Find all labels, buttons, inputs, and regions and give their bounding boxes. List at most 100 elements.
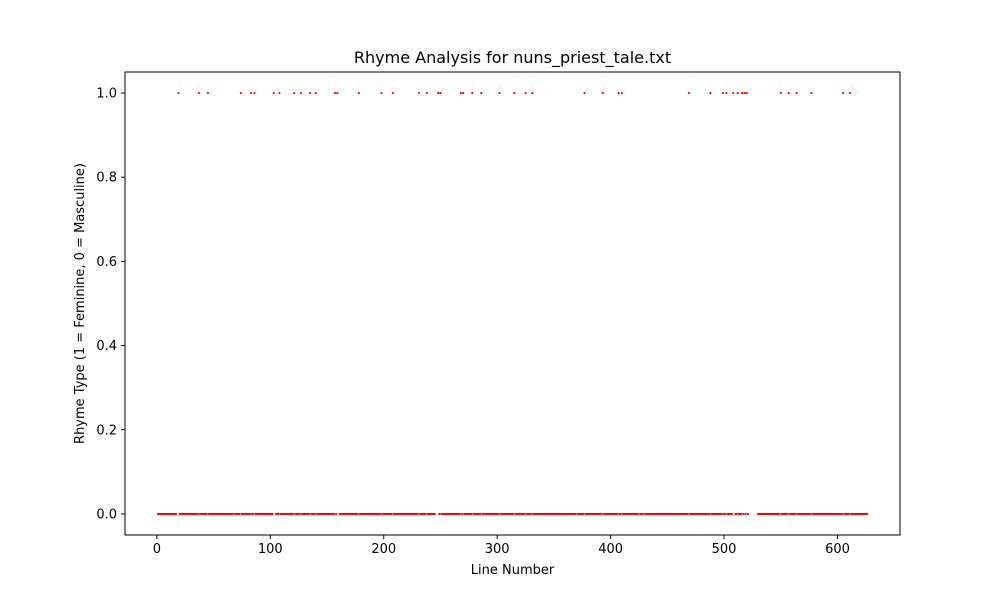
data-point-masculine bbox=[724, 512, 727, 516]
data-point-masculine bbox=[291, 512, 295, 516]
data-point-masculine bbox=[356, 512, 359, 516]
data-point-masculine bbox=[742, 512, 745, 516]
data-point-masculine bbox=[574, 512, 577, 516]
y-axis-label: Rhyme Type (1 = Feminine, 0 = Masculine) bbox=[73, 163, 88, 444]
data-point-feminine bbox=[810, 91, 813, 95]
data-point-feminine bbox=[732, 91, 735, 95]
data-point-feminine bbox=[601, 91, 604, 95]
data-point-feminine bbox=[842, 91, 845, 95]
data-point-masculine bbox=[196, 512, 199, 516]
data-point-masculine bbox=[708, 512, 711, 516]
data-point-masculine bbox=[497, 512, 500, 516]
data-point-feminine bbox=[253, 91, 256, 95]
data-point-feminine bbox=[293, 91, 296, 95]
data-point-masculine bbox=[379, 512, 382, 516]
data-point-masculine bbox=[332, 512, 335, 516]
data-point-masculine bbox=[809, 512, 812, 516]
data-point-feminine bbox=[239, 91, 242, 95]
data-point-feminine bbox=[206, 91, 210, 95]
y-tick-label: 0.2 bbox=[96, 423, 117, 438]
data-point-feminine bbox=[480, 91, 483, 95]
data-point-masculine bbox=[390, 512, 393, 516]
data-point-masculine bbox=[248, 512, 251, 516]
data-point-masculine bbox=[636, 512, 639, 516]
points-layer bbox=[156, 91, 869, 516]
data-point-masculine bbox=[479, 512, 482, 516]
y-tick-label: 0.6 bbox=[96, 255, 117, 270]
data-point-masculine bbox=[175, 512, 178, 516]
data-point-feminine bbox=[417, 91, 421, 95]
data-point-masculine bbox=[205, 512, 208, 516]
data-point-feminine bbox=[848, 91, 852, 95]
data-point-feminine bbox=[459, 91, 462, 95]
data-point-masculine bbox=[641, 512, 644, 516]
data-point-feminine bbox=[278, 91, 281, 95]
data-point-feminine bbox=[249, 91, 253, 95]
data-point-masculine bbox=[511, 512, 515, 516]
data-point-feminine bbox=[795, 91, 798, 95]
data-point-feminine bbox=[437, 91, 440, 95]
data-point-feminine bbox=[333, 91, 337, 95]
data-point-feminine bbox=[687, 91, 690, 95]
data-point-masculine bbox=[847, 512, 850, 516]
data-point-masculine bbox=[686, 512, 689, 516]
data-point-masculine bbox=[786, 512, 789, 516]
data-point-masculine bbox=[460, 512, 464, 516]
data-point-feminine bbox=[787, 91, 790, 95]
data-point-feminine bbox=[471, 91, 474, 95]
data-point-masculine bbox=[307, 512, 310, 516]
data-point-masculine bbox=[619, 512, 622, 516]
data-point-masculine bbox=[313, 512, 316, 516]
data-point-masculine bbox=[582, 512, 585, 516]
data-point-masculine bbox=[238, 512, 241, 516]
data-point-masculine bbox=[231, 512, 234, 516]
x-tick-label: 300 bbox=[485, 542, 510, 557]
x-axis: 0 100 200 300 400 500 600 bbox=[153, 535, 850, 557]
data-point-masculine bbox=[616, 512, 619, 516]
y-tick-label: 1.0 bbox=[96, 87, 117, 102]
y-tick-label: 0.4 bbox=[96, 339, 117, 354]
data-point-masculine bbox=[730, 512, 734, 516]
data-point-masculine bbox=[746, 512, 749, 516]
data-point-masculine bbox=[720, 512, 723, 516]
x-tick-label: 0 bbox=[153, 542, 161, 557]
data-point-feminine bbox=[721, 91, 725, 95]
data-point-masculine bbox=[600, 512, 603, 516]
x-tick-label: 200 bbox=[371, 542, 396, 557]
data-point-feminine bbox=[462, 91, 465, 95]
data-point-masculine bbox=[739, 512, 743, 516]
chart-title: Rhyme Analysis for nuns_priest_tale.txt bbox=[354, 48, 671, 68]
data-point-masculine bbox=[735, 512, 738, 516]
data-point-feminine bbox=[177, 91, 180, 95]
data-point-masculine bbox=[298, 512, 301, 516]
data-point-masculine bbox=[277, 512, 280, 516]
y-tick-label: 0.0 bbox=[96, 507, 117, 522]
data-point-feminine bbox=[617, 91, 620, 95]
data-point-feminine bbox=[709, 91, 712, 95]
data-point-masculine bbox=[865, 512, 869, 516]
data-point-feminine bbox=[308, 91, 312, 95]
x-tick-label: 600 bbox=[825, 542, 850, 557]
data-point-feminine bbox=[299, 91, 303, 95]
data-point-masculine bbox=[778, 512, 781, 516]
data-point-feminine bbox=[425, 91, 428, 95]
data-point-feminine bbox=[391, 91, 394, 95]
data-point-masculine bbox=[794, 512, 797, 516]
data-point-feminine bbox=[736, 91, 739, 95]
data-point-feminine bbox=[743, 91, 746, 95]
data-point-masculine bbox=[433, 512, 436, 516]
data-point-masculine bbox=[416, 512, 419, 516]
data-point-feminine bbox=[583, 91, 586, 95]
data-point-feminine bbox=[380, 91, 383, 95]
data-point-masculine bbox=[523, 512, 526, 516]
data-point-masculine bbox=[744, 512, 747, 516]
data-point-feminine bbox=[620, 91, 624, 95]
data-point-feminine bbox=[272, 91, 275, 95]
data-point-feminine bbox=[741, 91, 744, 95]
data-point-feminine bbox=[498, 91, 501, 95]
data-point-feminine bbox=[357, 91, 360, 95]
data-point-feminine bbox=[524, 91, 527, 95]
data-point-feminine bbox=[725, 91, 728, 95]
